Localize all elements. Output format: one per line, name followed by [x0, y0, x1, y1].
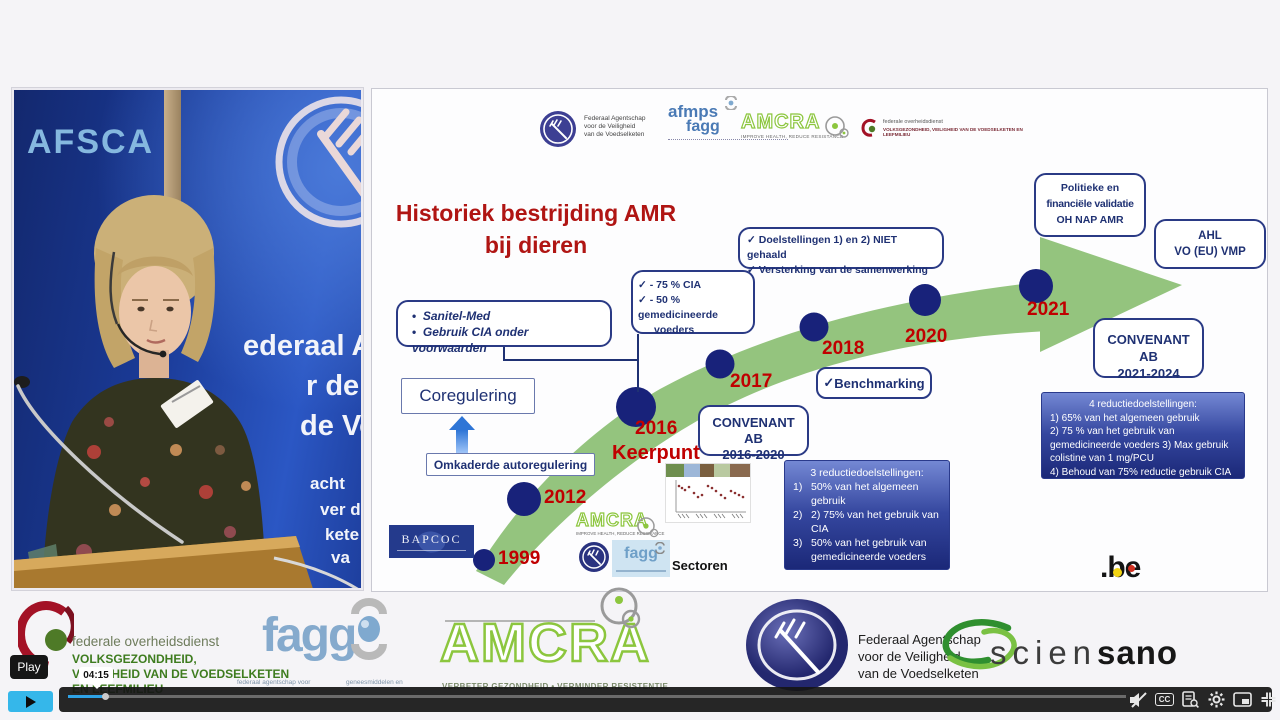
banner-text-fragment: ederaal A: [243, 330, 363, 362]
slide-panel: Federaal Agentschap voor de Veiligheid v…: [371, 88, 1268, 592]
play-icon: [25, 695, 36, 708]
box-omkaderde-autoregulering: Omkaderde autoregulering: [426, 453, 595, 476]
afsca-banner-logo-icon: [275, 96, 361, 228]
amcra-logo: AMCRA IMPROVE HEALTH, REDUCE RESISTANCE: [740, 110, 844, 139]
fagg-footer-eye-icon: [351, 598, 387, 660]
connector-line: [637, 334, 639, 392]
chart-thumbnail: [666, 464, 750, 522]
fagg-footer-subtext-right: geneesmiddelen en: [346, 679, 403, 686]
play-tooltip: Play: [10, 655, 48, 679]
miniplayer-icon[interactable]: [1232, 690, 1253, 709]
up-arrow-stem: [456, 430, 468, 453]
afsca-logo-icon: [540, 111, 576, 147]
box-ahl-vmp: AHL VO (EU) VMP: [1154, 219, 1266, 269]
banner-text-fragment: r de Ve: [306, 370, 361, 402]
transcript-icon[interactable]: [1180, 690, 1201, 709]
bapcoc-logo: BAPCOC: [389, 525, 474, 558]
webcam-panel: AFSCA ederaal A r de Ve de Vo acht ver d…: [11, 87, 364, 591]
box-convenant-2021: CONVENANT AB 2021-2024: [1093, 318, 1204, 381]
amcra-footer-tagline: VERBETER GEZONDHEID • VERMINDER RESISTEN…: [442, 682, 668, 691]
year-label-1999: 1999: [498, 548, 541, 569]
play-button[interactable]: [8, 691, 53, 712]
year-label-2017: 2017: [730, 371, 773, 392]
fagg-mid-logo: fagg: [612, 540, 670, 577]
progress-played: [68, 695, 105, 698]
captions-icon[interactable]: CC: [1154, 690, 1175, 709]
afmps-fagg-logo: afmps fagg: [668, 96, 798, 146]
amcra-footer-logo: AMCRA VERBETER GEZONDHEID • VERMINDER RE…: [439, 586, 725, 696]
keerpunt-label: Keerpunt: [612, 442, 700, 464]
banner-pole: [164, 90, 181, 208]
box-benchmarking: ✓ Benchmarking: [816, 367, 932, 399]
box-coregulering: Coregulering: [401, 378, 535, 414]
fagg-mid-fork-icon: [579, 542, 609, 572]
progress-handle[interactable]: [102, 693, 109, 700]
volume-muted-icon[interactable]: [1128, 690, 1149, 709]
speaker-person: [14, 195, 359, 588]
amcra-footer-rings-icon: [600, 587, 641, 629]
progress-track[interactable]: [68, 695, 1126, 698]
box-cia-targets: ✓ - 75 % CIA ✓ - 50 % gemedicineerde voe…: [631, 270, 755, 336]
year-label-2018: 2018: [822, 338, 865, 359]
fod-footer-line2: VOLKSGEZONDHEID,: [72, 652, 197, 666]
fagg-footer-subtext-left: federaal agentschap voor: [237, 679, 311, 686]
amcra-mid-logo: AMCRA IMPROVE HEALTH, REDUCE RESISTANCE: [575, 509, 665, 536]
fod-swirl-icon: [861, 118, 876, 137]
box-sanitel-med: • Sanitel-Med • Gebruik CIA onder voorwa…: [396, 300, 612, 355]
fod-footer-line3: VEILIGHEID VAN DE VOEDSELKETEN: [72, 667, 290, 681]
year-label-2016: 2016: [635, 418, 678, 439]
banner-text-fragment: de Vo: [300, 410, 361, 442]
sciensano-wordmark: sciensano: [990, 634, 1179, 671]
banner-text-fragment: acht: [310, 474, 345, 493]
fagg-mid-eye-icon: [655, 542, 665, 554]
player-control-bar[interactable]: [59, 687, 1272, 712]
time-tooltip-caret: [92, 684, 102, 689]
box-doelstellingen: ✓ Doelstellingen 1) en 2) NIET gehaald ✓…: [738, 227, 944, 276]
afsca-logo-text: Federaal Agentschap voor de Veiligheid v…: [584, 115, 646, 138]
sciensano-swirl-icon: [942, 619, 1017, 670]
box-politieke-validatie: Politieke en financiële validatie OH NAP…: [1034, 173, 1146, 237]
name-badge: [160, 380, 214, 428]
up-arrow-icon: [449, 416, 475, 430]
player-right-controls: CC: [1128, 690, 1279, 709]
amcra-mid-rings-icon: [637, 517, 659, 538]
box-convenant-2016: CONVENANT AB 2016-2020: [698, 405, 809, 462]
sectoren-label: Sectoren: [672, 558, 728, 573]
year-label-2020: 2020: [905, 326, 948, 347]
year-label-2012: 2012: [544, 487, 587, 508]
connector-line: [503, 359, 639, 361]
connector-line: [503, 347, 505, 361]
banner-text-fragment: kete: [325, 525, 360, 544]
fagg-eye-icon: [725, 96, 737, 110]
box-4-reductiedoelstellingen: 4 reductiedoelstellingen: 1) 65% van het…: [1041, 392, 1245, 479]
dot-be-logo: .be: [1100, 551, 1141, 584]
afsca-brand-text: AFSCA: [27, 123, 155, 161]
banner-text-fragment: va: [331, 548, 350, 567]
time-tooltip: 04:15: [79, 667, 113, 684]
settings-gear-icon[interactable]: [1206, 690, 1227, 709]
fagg-footer-wordmark: fagg: [262, 609, 357, 662]
exit-fullscreen-icon[interactable]: [1258, 690, 1279, 709]
year-label-2021: 2021: [1027, 299, 1070, 320]
fod-footer-line1: federale overheidsdienst: [72, 634, 220, 649]
timeline-arrow-graphic: [473, 237, 1182, 585]
slide-title: Historiek bestrijding AMR bij dieren: [395, 200, 677, 258]
amcra-rings-icon: [825, 116, 849, 138]
afsca-footer-oval-icon: [746, 599, 848, 691]
banner-text-fragment: ver d: [320, 500, 361, 519]
box-3-reductiedoelstellingen: 3 reductiedoelstellingen: 1) 50% van het …: [784, 460, 950, 570]
